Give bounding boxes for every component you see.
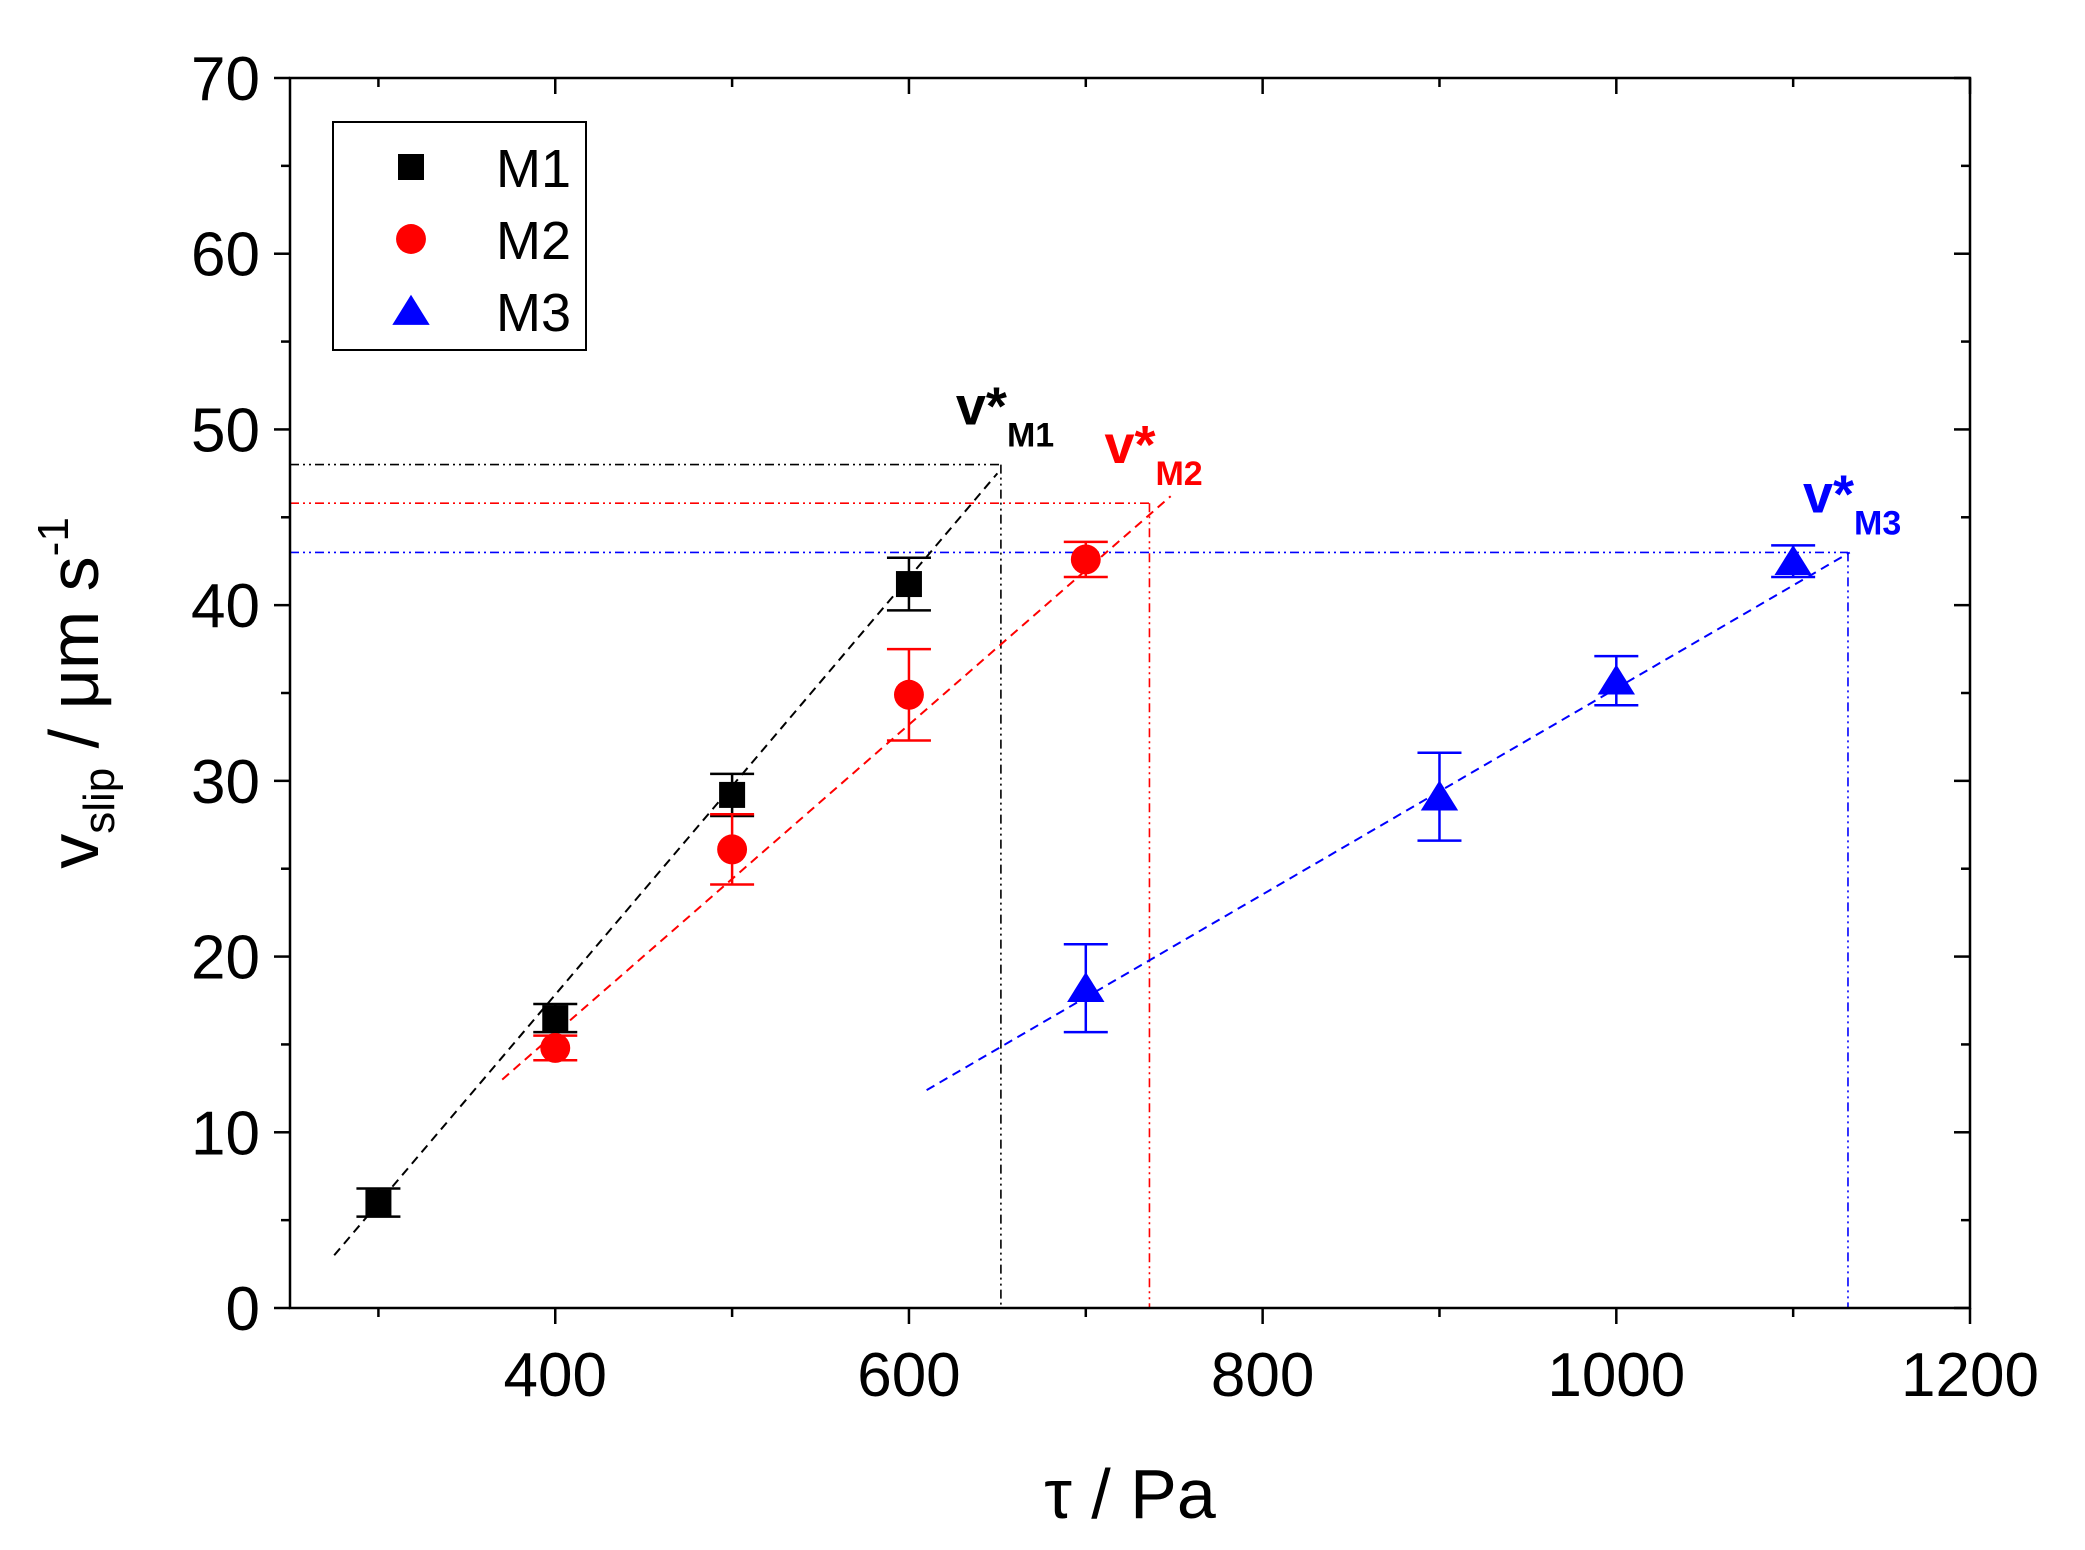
critical-annotations: v*M1 v*M2 v*M3 [956,377,1901,543]
fit-line-m1 [333,472,999,1256]
legend-label-m3: M3 [496,283,571,343]
data-point-m1 [719,781,746,808]
data-point-m2 [893,679,924,710]
x-tick-label: 800 [1211,1341,1314,1410]
data-point-m2 [1070,544,1101,575]
data-points [356,540,1816,1218]
x-tick-label: 400 [504,1341,607,1410]
x-axis-title: τ / Pa [1044,1455,1216,1533]
y-tick-label: 40 [191,572,260,641]
data-point-m3 [1067,971,1105,1003]
legend-box [332,121,587,351]
fit-line-m2 [501,495,1172,1081]
fit-line-m3 [926,551,1851,1091]
data-point-m3 [1420,780,1459,811]
data-point-m3 [1774,544,1812,576]
data-point-m1 [365,1189,392,1216]
axis-titles: τ / Pa vslip / μm s-1 [29,517,1216,1533]
data-point-m1 [895,571,922,598]
y-tick-label: 70 [191,45,260,114]
x-tick-label: 1200 [1901,1341,2039,1410]
legend-label-m1: M1 [496,139,571,199]
y-tick-label: 20 [191,924,260,993]
critical-label-m2: v*M2 [1104,415,1202,493]
y-axis-title: vslip / μm s-1 [29,517,124,869]
legend-marker-m3 [392,294,430,325]
x-tick-label: 600 [857,1341,960,1410]
critical-label-m3: v*M3 [1803,464,1901,542]
fit-lines [333,472,1851,1256]
x-tick-label: 1000 [1547,1341,1685,1410]
y-tick-label: 10 [191,1099,260,1168]
critical-label-m1: v*M1 [956,377,1054,455]
legend-marker-m2 [396,224,426,254]
data-point-m1 [542,1005,569,1032]
legend-label-m2: M2 [496,211,571,271]
y-tick-label: 0 [226,1275,260,1344]
axes: 400 600 800 1000 1200 0 10 20 30 40 50 60 70 [191,45,2039,1410]
y-tick-label: 60 [191,221,260,290]
critical-guide-lines [290,463,1849,1308]
data-point-m2 [540,1032,571,1063]
legend-marker-m1 [398,154,424,180]
legend: M1 M2 M3 [332,121,587,351]
data-point-m2 [717,834,748,865]
data-point-m3 [1597,664,1636,695]
y-tick-label: 50 [191,396,260,465]
y-tick-label: 30 [191,748,260,817]
